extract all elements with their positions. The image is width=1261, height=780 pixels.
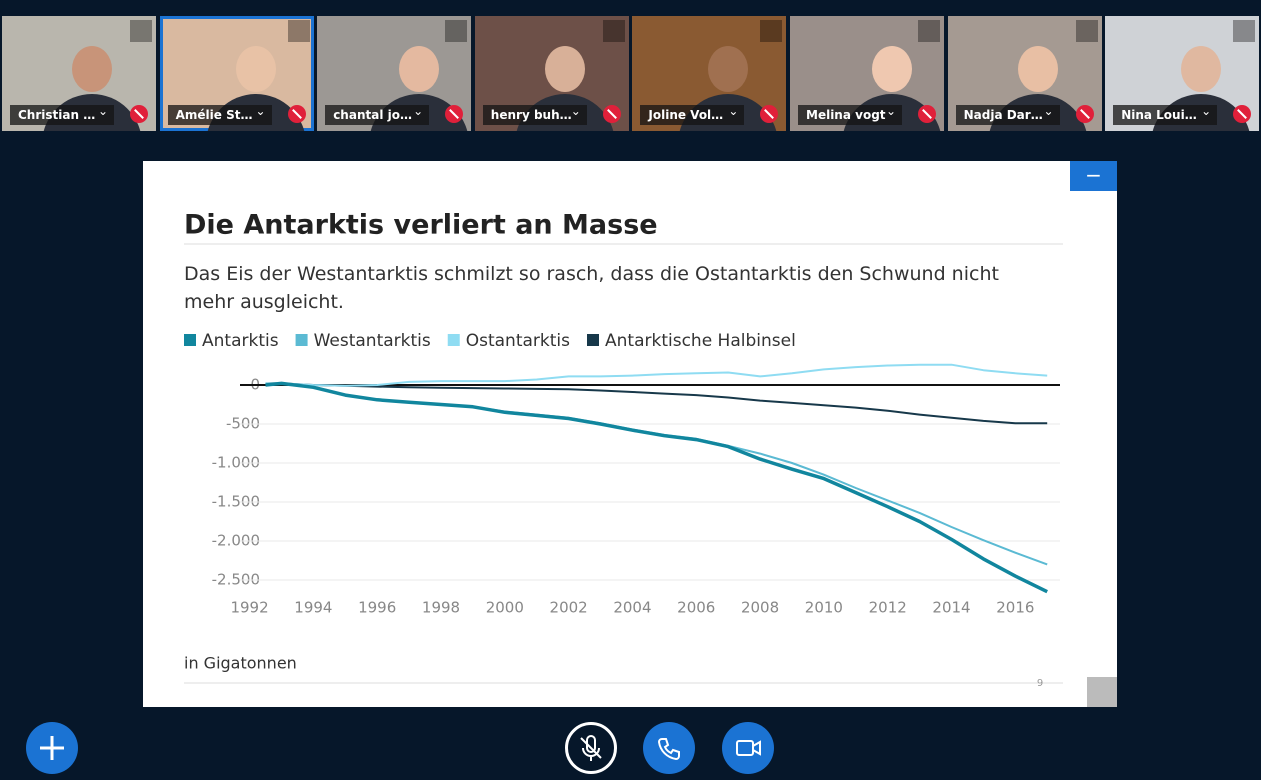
x-tick-label: 2016 — [996, 599, 1034, 617]
muted-icon — [918, 105, 936, 123]
video-tile[interactable]: Joline Vol… — [632, 16, 787, 131]
x-tick-label: 2000 — [486, 599, 524, 617]
legend-swatch — [184, 334, 196, 346]
legend-label: Westantarktis — [314, 331, 431, 351]
chart-subtitle: Das Eis der Westantarktis schmilzt so ra… — [184, 263, 1005, 313]
x-tick-label: 1998 — [422, 599, 460, 617]
person-head — [708, 46, 749, 92]
chart: Die Antarktis verliert an Masse Das Eis … — [184, 210, 1063, 689]
mic-icon — [580, 735, 602, 761]
muted-icon — [287, 105, 306, 123]
video-tile[interactable]: chantal jo… — [317, 16, 472, 131]
series-line — [265, 363, 1048, 387]
minimize-button[interactable]: − — [1070, 161, 1117, 191]
person-head — [72, 46, 112, 92]
person-head — [544, 46, 585, 92]
series-line — [265, 382, 1048, 425]
x-tick-label: 2006 — [677, 599, 715, 617]
chart-title: Die Antarktis verliert an Masse — [184, 210, 658, 241]
unit-note: in Gigatonnen — [184, 654, 297, 673]
person-head — [1017, 46, 1058, 92]
y-tick-label: -1.500 — [212, 493, 260, 511]
participant-name: Christian … — [10, 101, 114, 125]
x-tick-label: 2008 — [741, 599, 779, 617]
x-tick-label: 2014 — [932, 599, 970, 617]
video-tile[interactable]: Melina vogt — [790, 16, 944, 131]
legend-label: Antarktis — [202, 331, 279, 351]
fullscreen-icon[interactable] — [445, 20, 468, 42]
x-tick-label: 1994 — [294, 599, 332, 617]
fullscreen-icon[interactable] — [602, 20, 625, 42]
presentation-slide: Die Antarktis verliert an Masse Das Eis … — [143, 161, 1117, 707]
plus-icon — [40, 736, 64, 760]
legend-swatch — [587, 334, 599, 346]
legend-swatch — [295, 334, 308, 346]
participant-name: Nadja Dar… — [955, 101, 1060, 125]
actions-button[interactable] — [26, 722, 78, 774]
camera-button[interactable] — [722, 722, 774, 774]
legend-label: Antarktische Halbinsel — [605, 331, 796, 351]
legend-swatch — [447, 334, 460, 346]
x-tick-label: 2010 — [805, 599, 843, 617]
x-tick-label: 1992 — [230, 599, 268, 617]
muted-icon — [1233, 105, 1252, 123]
camera-icon — [736, 740, 761, 756]
x-tick-label: 2012 — [869, 599, 907, 617]
series-line — [265, 382, 1048, 566]
muted-icon — [602, 105, 621, 123]
fullscreen-icon[interactable] — [287, 20, 310, 42]
series-line — [265, 381, 1048, 594]
y-tick-label: -2.500 — [212, 571, 260, 589]
participant-name: Joline Vol… — [640, 101, 745, 125]
phone-icon — [657, 738, 680, 761]
mic-button[interactable] — [565, 722, 617, 774]
page-number: 9 — [1037, 678, 1043, 689]
x-tick-label: 2002 — [550, 599, 588, 617]
participant-name: Nina Loui… — [1113, 101, 1218, 125]
x-tick-label: 1996 — [358, 599, 396, 617]
y-tick-label: -2.000 — [212, 532, 260, 550]
muted-icon — [760, 105, 779, 123]
participant-name: Melina vogt — [798, 101, 902, 125]
participant-name: Amélie St… — [167, 101, 272, 125]
y-tick-label: -1.000 — [212, 454, 260, 472]
video-tile[interactable]: Nadja Dar… — [947, 16, 1102, 131]
fullscreen-button[interactable] — [1087, 677, 1117, 707]
person-head — [872, 46, 912, 92]
muted-icon — [1075, 105, 1094, 123]
video-tile[interactable]: Nina Loui… — [1105, 16, 1260, 131]
video-tile[interactable]: Amélie St… — [159, 16, 314, 131]
muted-icon — [445, 105, 464, 123]
fullscreen-icon[interactable] — [130, 20, 152, 42]
participant-name: chantal jo… — [325, 101, 430, 125]
fullscreen-icon[interactable] — [918, 20, 940, 42]
legend-label: Ostantarktis — [466, 331, 570, 351]
video-tile[interactable]: henry buh… — [474, 16, 629, 131]
fullscreen-icon[interactable] — [760, 20, 783, 42]
fullscreen-icon[interactable] — [1233, 20, 1256, 42]
person-head — [1181, 46, 1222, 92]
muted-icon — [130, 105, 148, 123]
fullscreen-icon[interactable] — [1075, 20, 1098, 42]
person-head — [235, 46, 276, 92]
person-head — [399, 46, 440, 92]
video-tile[interactable]: Christian … — [2, 16, 156, 131]
phone-button[interactable] — [643, 722, 695, 774]
x-tick-label: 2004 — [613, 599, 651, 617]
participant-name: henry buh… — [482, 101, 587, 125]
